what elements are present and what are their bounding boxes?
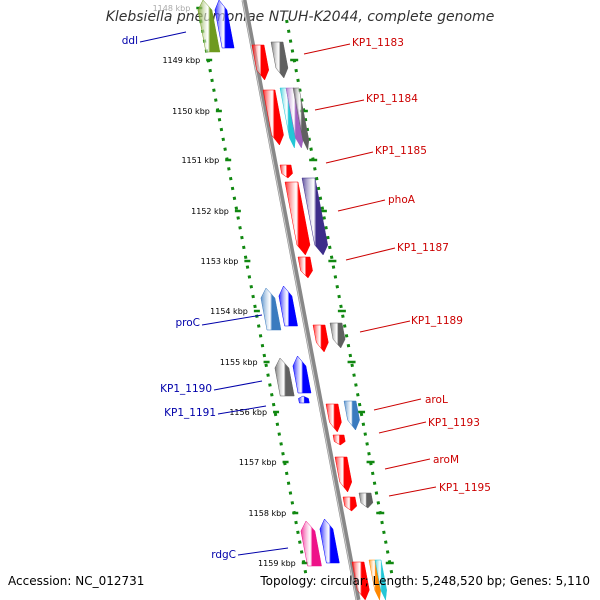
ruler-tick-label: 1158 kbp — [249, 509, 287, 518]
ruler-tick-label: 1148 kbp — [153, 4, 191, 13]
gene-kp1-1189[interactable] — [312, 324, 329, 353]
ruler-tick-label: 1151 kbp — [181, 156, 219, 165]
gene-kp1-1193[interactable] — [332, 434, 346, 446]
ruler-tick-label: 1157 kbp — [239, 458, 277, 467]
genome-backbone-highlight — [242, 0, 357, 600]
gene-kp1-1184[interactable] — [262, 89, 284, 146]
gene-kp1-1184-lilac[interactable] — [285, 87, 304, 149]
gene-kp1-1187b[interactable] — [297, 256, 313, 279]
label-kp1-1193[interactable]: KP1_1193 — [428, 417, 480, 429]
gene-kp1-1195-grey[interactable] — [358, 492, 374, 509]
gene-rdgC-blue[interactable] — [319, 518, 340, 564]
ruler-tick-label: 1156 kbp — [229, 408, 267, 417]
gene-ddl[interactable] — [197, 0, 221, 53]
label-kp1-1183[interactable]: KP1_1183 — [352, 37, 404, 49]
gene-kp1-1183-grey[interactable] — [270, 41, 289, 79]
label-kp1-1190[interactable]: KP1_1190 — [160, 383, 212, 395]
gene-phoA[interactable] — [284, 181, 311, 256]
label-kp1-1185-leader-line — [325, 151, 374, 164]
label-proc-leader-line — [201, 314, 263, 326]
label-kp1-1189[interactable]: KP1_1189 — [411, 315, 463, 327]
gene-kp1-1190[interactable] — [274, 357, 295, 397]
ruler-tick-label: 1150 kbp — [172, 107, 210, 116]
gene-kp1-1189-grey[interactable] — [329, 322, 346, 349]
ruler-tick-label: 1149 kbp — [162, 56, 200, 65]
gene-kp1-1187[interactable] — [301, 177, 328, 256]
gene-kp1-1191[interactable] — [298, 395, 310, 404]
label-phoa-leader-line — [337, 199, 386, 212]
gene-bottom-orange[interactable] — [368, 559, 381, 600]
ruler-tick-label: 1153 kbp — [201, 257, 239, 266]
forward-strand-track — [285, 19, 394, 576]
gene-kp1-1183[interactable] — [251, 44, 270, 81]
genome-backbone — [241, 0, 361, 600]
gene-bottom-red[interactable] — [351, 561, 370, 600]
accession-label: Accession: NC_012731 — [8, 574, 145, 588]
ruler-tick-label: 1154 kbp — [210, 307, 248, 316]
label-kp1-1190-leader-line — [213, 380, 263, 391]
label-kp1-1187-leader-line — [345, 247, 396, 261]
gene-arom[interactable] — [334, 456, 353, 493]
label-kp1-1185[interactable]: KP1_1185 — [375, 145, 427, 157]
gene-kp1-1184-grey[interactable] — [292, 87, 310, 151]
ruler-tick-label: 1152 kbp — [191, 207, 229, 216]
label-ddl-leader-line — [139, 31, 187, 43]
ruler-tick-label: 1155 kbp — [220, 358, 258, 367]
label-kp1-1189-leader-line — [359, 320, 411, 333]
label-kp1-1184-leader-line — [314, 99, 365, 111]
label-proc[interactable]: proC — [175, 317, 200, 329]
label-kp1-1191-leader-line — [217, 405, 267, 415]
gene-kp1-1184-cyan[interactable] — [279, 87, 296, 149]
gene-kp1-1190-blue[interactable] — [292, 355, 312, 394]
gene-kp1-1195[interactable] — [342, 496, 357, 512]
gene-arol[interactable] — [325, 403, 342, 433]
label-ddl[interactable]: ddl — [122, 35, 138, 47]
label-rdgc-leader-line — [237, 547, 289, 556]
label-arol[interactable]: aroL — [425, 394, 448, 406]
gene-rdgC[interactable] — [300, 520, 322, 567]
label-kp1-1193-leader-line — [378, 421, 427, 434]
label-kp1-1183-leader-line — [303, 43, 351, 55]
label-kp1-1187[interactable]: KP1_1187 — [397, 242, 449, 254]
genome-summary: Topology: circular; Length: 5,248,520 bp… — [260, 574, 590, 588]
label-arom-leader-line — [384, 458, 431, 470]
gene-proC[interactable] — [260, 287, 282, 331]
gene-proC-blue[interactable] — [278, 285, 298, 327]
label-kp1-1184[interactable]: KP1_1184 — [366, 93, 418, 105]
gene-arol-steel[interactable] — [343, 400, 360, 431]
label-kp1-1195-leader-line — [388, 486, 437, 497]
ruler-tick-label: 1159 kbp — [258, 559, 296, 568]
label-kp1-1191[interactable]: KP1_1191 — [164, 407, 216, 419]
label-arom[interactable]: aroM — [433, 454, 459, 466]
label-rdgc[interactable]: rdgC — [211, 549, 236, 561]
label-arol-leader-line — [373, 398, 422, 411]
gene-ddl-blue[interactable] — [214, 0, 235, 49]
gene-kp1-1185[interactable] — [279, 164, 293, 179]
label-kp1-1195[interactable]: KP1_1195 — [439, 482, 491, 494]
label-phoa[interactable]: phoA — [388, 194, 416, 206]
reverse-strand-track — [199, 19, 308, 576]
gene-bottom-cyan[interactable] — [374, 559, 387, 600]
